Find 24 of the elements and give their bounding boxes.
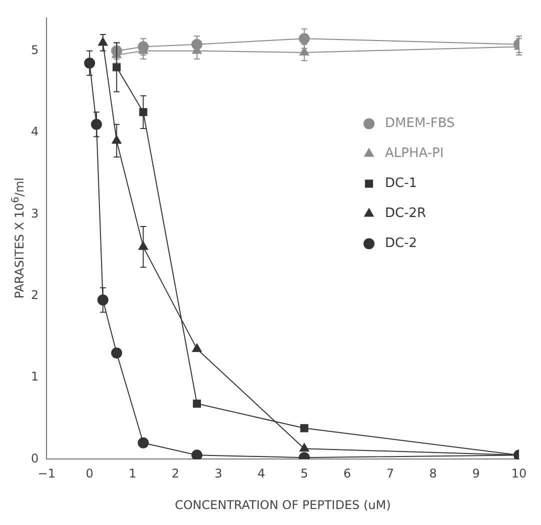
- x-tick-label: 9: [472, 466, 480, 481]
- x-tick-label: 3: [214, 466, 222, 481]
- y-tick-label: 4: [30, 124, 39, 139]
- x-tick-label: 1: [128, 466, 136, 481]
- legend-label: DMEM-FBS: [385, 116, 455, 132]
- x-tick-label: 0: [86, 466, 94, 481]
- x-tick-label: 10: [511, 466, 527, 481]
- legend-label: DC-2R: [385, 206, 426, 222]
- y-tick-label: 1: [30, 370, 39, 384]
- y-tick-label: 0: [30, 451, 39, 466]
- x-tick-label: 5: [300, 466, 308, 481]
- x-tick-label: 6: [343, 466, 352, 481]
- x-tick-label: 2: [172, 466, 180, 481]
- y-tick-label: 2: [30, 288, 39, 302]
- x-tick-label: 8: [429, 466, 437, 481]
- y-tick-label: 5: [30, 42, 39, 57]
- x-axis-title: CONCENTRATION OF PEPTIDES (uM): [174, 498, 391, 512]
- x-tick-label: 4: [258, 466, 266, 481]
- x-tick-label: 7: [386, 466, 394, 481]
- legend-label: ALPHA-PI: [385, 146, 444, 162]
- legend-label: DC-1: [385, 176, 418, 192]
- y-tick-label: 3: [30, 206, 39, 220]
- x-tick-label: −1: [38, 466, 56, 481]
- legend-label: DC-2: [385, 236, 418, 252]
